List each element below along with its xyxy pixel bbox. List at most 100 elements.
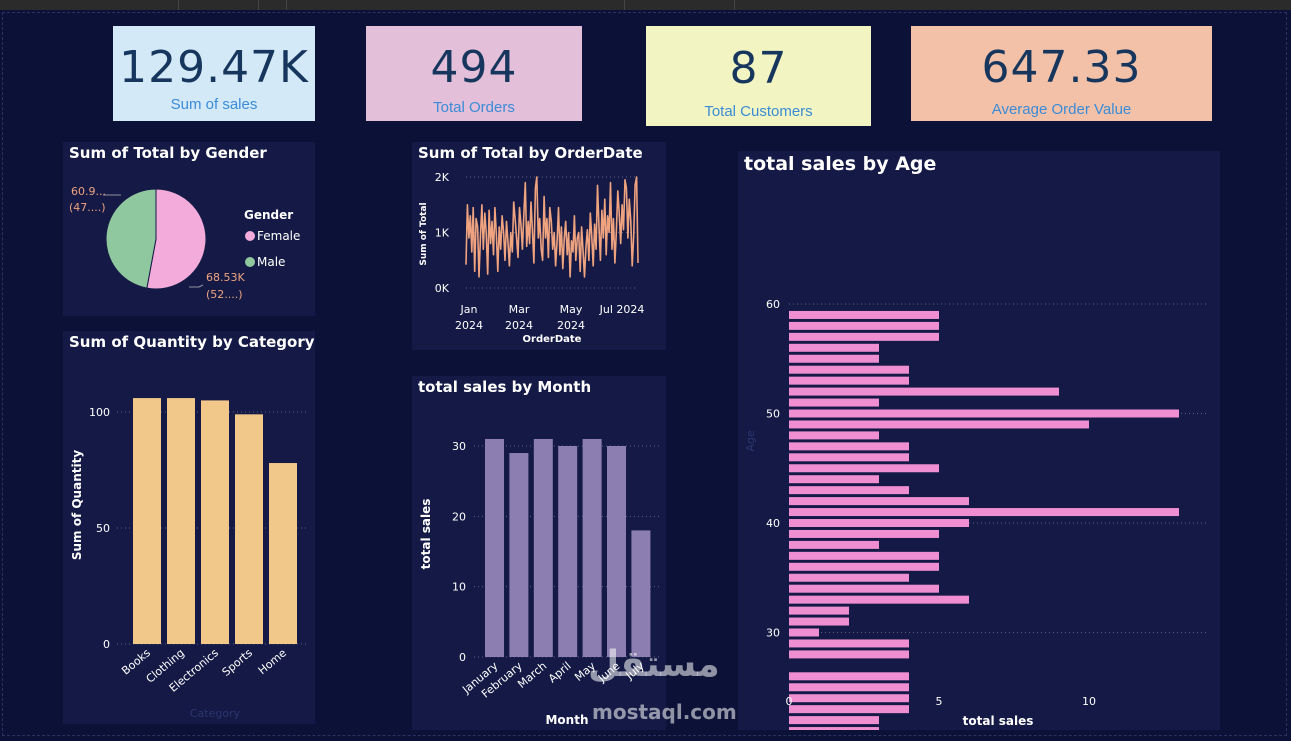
pie-data-label: (47....)	[69, 201, 106, 214]
bar-february	[509, 453, 529, 657]
kpi-card-average-order-value[interactable]: 647.33 Average Order Value	[911, 26, 1212, 121]
bar-age-43	[789, 486, 909, 495]
gender-pie-panel[interactable]: Sum of Total by Gender 68.53K (52....) 60.…	[63, 142, 315, 316]
chart-title: Sum of Quantity by Category	[69, 333, 315, 351]
x-tick-label: Jan	[460, 303, 478, 316]
bar-age-29	[789, 639, 909, 648]
legend-marker-male	[245, 257, 255, 267]
y-tick-label: 20	[452, 510, 466, 523]
legend-marker-female	[245, 231, 255, 241]
bar-age-30	[789, 628, 819, 637]
x-axis-title: Category	[190, 707, 241, 720]
pie-slice-male	[105, 188, 157, 289]
bar-age-26	[789, 672, 909, 681]
bar-age-45	[789, 464, 939, 473]
chart-title: Sum of Total by Gender	[69, 144, 267, 162]
bar-age-41	[789, 508, 1179, 517]
bar-age-40	[789, 519, 969, 527]
bar-age-37	[789, 551, 939, 560]
kpi-card-total-customers[interactable]: 87 Total Customers	[646, 26, 871, 126]
bar-clothing	[167, 398, 195, 644]
pie-leader-line	[189, 284, 204, 288]
y-axis-title: Sum of Total	[419, 202, 429, 265]
orderdate-line-panel[interactable]: Sum of Total by OrderDate 0K 1K 2K Jan 2024 M…	[412, 142, 666, 350]
kpi-value: 129.47K	[119, 42, 309, 93]
chart-title: total sales by Month	[418, 378, 592, 396]
x-tick-label: Mar	[509, 303, 530, 316]
pie-slice-female	[146, 188, 207, 290]
x-tick-label: April	[546, 659, 574, 685]
x-tick-label: 5	[936, 695, 943, 708]
y-axis-title: total sales	[419, 499, 433, 570]
category-bar-panel[interactable]: Sum of Quantity by Category 0 50 100 Books C…	[63, 331, 315, 724]
x-tick-label: Jul 2024	[599, 303, 645, 316]
bar-age-55	[789, 354, 879, 363]
month-bar-panel[interactable]: total sales by Month 0 10 20 30 January Febru…	[412, 376, 666, 730]
bar-age-38	[789, 540, 879, 549]
bar-april	[558, 446, 578, 657]
bar-age-49	[789, 420, 1089, 429]
top-toolbar	[0, 0, 1291, 10]
pie-chart: 68.53K (52....) 60.9... (47....) Gender Femal…	[69, 185, 300, 301]
y-tick-label: 60	[766, 298, 780, 311]
bar-age-54	[789, 365, 909, 374]
bar-age-44	[789, 475, 879, 484]
x-tick-label: May	[560, 303, 583, 316]
kpi-label: Sum of sales	[170, 96, 258, 113]
bar-age-51	[789, 398, 879, 407]
x-tick-label: 10	[1082, 695, 1096, 708]
legend-label-male: Male	[257, 255, 285, 269]
pie-data-label: 60.9...	[71, 185, 106, 198]
x-tick-label: 2024	[505, 319, 533, 332]
kpi-label: Total Customers	[704, 103, 813, 120]
y-tick-label: 10	[452, 581, 466, 594]
legend-title: Gender	[244, 208, 293, 222]
bar-age-28	[789, 650, 909, 659]
y-tick-label: 30	[766, 627, 780, 640]
x-tick-label: 2024	[455, 319, 483, 332]
bar-age-22	[789, 716, 879, 725]
bar-age-59	[789, 310, 939, 319]
y-tick-label: 50	[96, 522, 110, 535]
bar-july	[631, 530, 651, 657]
bar-age-46	[789, 453, 909, 462]
x-axis-title: OrderDate	[523, 334, 582, 345]
bar-may	[582, 438, 602, 657]
bar-age-47	[789, 442, 909, 451]
watermark-latin: mostaql.com	[592, 700, 737, 724]
y-tick-label: 40	[766, 517, 780, 530]
kpi-card-total-orders[interactable]: 494 Total Orders	[366, 26, 582, 121]
bar-age-31	[789, 617, 849, 626]
x-tick-label: 2024	[557, 319, 585, 332]
y-tick-label: 30	[452, 440, 466, 453]
x-tick-label: Home	[256, 646, 289, 677]
x-tick-label: Sports	[220, 646, 256, 679]
legend-label-female: Female	[257, 229, 300, 243]
kpi-label: Total Orders	[433, 99, 515, 116]
pie-data-label: 68.53K	[206, 271, 245, 284]
x-axis-title: total sales	[963, 714, 1034, 728]
bar-age-56	[789, 343, 879, 352]
kpi-card-sum-sales[interactable]: 129.47K Sum of sales	[113, 26, 315, 121]
y-tick-label: 1K	[435, 227, 450, 240]
bar-age-21	[789, 727, 879, 730]
bar-age-25	[789, 683, 909, 692]
pie-data-label: (52....)	[206, 288, 243, 301]
x-axis-title: Month	[545, 713, 588, 727]
bar-age-34	[789, 584, 939, 593]
y-tick-label: 0	[103, 638, 110, 651]
kpi-value: 494	[430, 42, 518, 93]
bar-age-58	[789, 321, 939, 330]
y-axis-title: Age	[744, 430, 757, 452]
bar-age-39	[789, 529, 939, 538]
watermark-arabic: مستقل	[588, 644, 720, 685]
bar-january	[485, 438, 504, 657]
y-tick-label: 2K	[435, 171, 450, 184]
age-bar-panel[interactable]: total sales by Age 20304050600510total s…	[738, 151, 1220, 730]
bar-age-50	[789, 409, 1179, 418]
bar-age-42	[789, 497, 969, 506]
line-chart: 0K 1K 2K Jan 2024 Mar 2024 May 2024 Jul 2024 Order…	[419, 171, 645, 345]
kpi-label: Average Order Value	[991, 101, 1132, 118]
